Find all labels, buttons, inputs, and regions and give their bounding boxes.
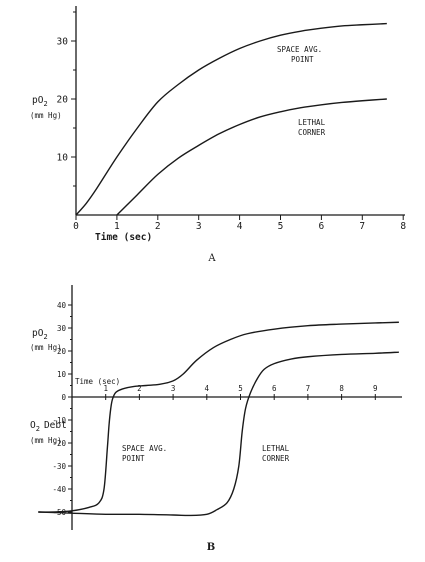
chart-b-ylabel-bottom: O2 Debt (30, 420, 67, 433)
chart-b-x-tick-label: 3 (171, 384, 176, 393)
chart-a-y-ticks: 10 20 30 (57, 11, 76, 187)
chart-a-ylabel-unit: (mm Hg) (30, 111, 62, 120)
chart-b-y-tick-label: 30 (57, 324, 67, 333)
chart-b-x-ticks: 1 2 3 4 5 6 7 8 9 (103, 384, 378, 400)
chart-b-y-tick-label: 0 (61, 393, 66, 402)
chart-a-series-label-lethal-2: CORNER (298, 128, 326, 137)
chart-a-series-label-space-1: SPACE AVG. (277, 45, 322, 54)
chart-a-ylabel-sub: 2 (43, 100, 47, 108)
chart-b-ylabel-top: pO2 (32, 328, 48, 341)
chart-b-ylabel-top-unit: (mm Hg) (30, 343, 62, 352)
chart-b-y-tick-label: 20 (57, 347, 67, 356)
chart-b-y-tick-label: 10 (57, 370, 67, 379)
panel-label-a: A (207, 253, 216, 264)
chart-a-x-tick-label: 3 (196, 221, 202, 232)
chart-a-ylabel: pO2 (32, 95, 48, 108)
chart-a-series (75, 22, 387, 216)
chart-b-series-label-lethal-2: CORNER (262, 454, 290, 463)
chart-b-x-tick-label: 6 (272, 384, 277, 393)
chart-a-ylabel-main: pO (32, 95, 44, 106)
panel-label-b: B (207, 542, 215, 553)
chart-b-series-label-space-2: POINT (122, 454, 145, 463)
chart-b-y-tick-label: 40 (57, 301, 67, 310)
chart-a-x-tick-label: 2 (155, 221, 161, 232)
chart-b-y-tick-label: -10 (52, 416, 66, 425)
chart-b-ylabel-top-main: pO (32, 328, 44, 339)
chart-b-ylabel-bottom-unit: (mm Hg) (30, 436, 62, 445)
chart-b-x-tick-label: 9 (373, 384, 378, 393)
chart-a-series-label-lethal-1: LETHAL (298, 118, 326, 127)
chart-b-x-tick-label: 1 (103, 384, 108, 393)
chart-b-curve-space-avg-point (38, 321, 399, 513)
chart-a-x-ticks: 0 1 2 3 4 5 6 7 8 (73, 215, 406, 232)
chart-b-series (38, 321, 399, 517)
chart-b-series-label-lethal-1: LETHAL (262, 444, 290, 453)
chart-a-series-label-space-2: POINT (291, 55, 314, 64)
chart-a-x-tick-label: 6 (319, 221, 325, 232)
chart-b-xlabel: Time (sec) (75, 377, 120, 386)
chart-b-x-tick-label: 2 (137, 384, 142, 393)
chart-b-ylabel-top-sub: 2 (43, 333, 47, 341)
chart-b-ylabel-bottom-main: O (30, 420, 36, 431)
chart-a-x-tick-label: 1 (114, 221, 120, 232)
chart-a-y-tick-label: 10 (57, 153, 69, 164)
chart-b-x-tick-label: 8 (339, 384, 344, 393)
chart-b-ylabel-bottom-word: Debt (44, 420, 67, 431)
chart-a-x-tick-label: 8 (400, 221, 406, 232)
chart-a-y-tick-label: 20 (57, 95, 69, 106)
chart-a-x-tick-label: 0 (73, 221, 79, 232)
chart-a-xlabel: Time (sec) (95, 232, 152, 243)
chart-b-y-tick-label: -20 (52, 439, 66, 448)
chart-a-x-tick-label: 5 (278, 221, 284, 232)
chart-b-x-tick-label: 4 (205, 384, 210, 393)
chart-b-x-tick-label: 5 (238, 384, 243, 393)
chart-a-curve-lethal-corner (116, 98, 387, 216)
chart-b-ylabel-bottom-sub: 2 (36, 425, 40, 433)
chart-b-y-tick-label: -40 (52, 485, 66, 494)
chart-b-series-label-space-1: SPACE AVG. (122, 444, 167, 453)
chart-a-curve-space-avg-point (75, 22, 387, 216)
chart-b-y-tick-label: -30 (52, 462, 66, 471)
chart-a-y-tick-label: 30 (57, 37, 69, 48)
chart-b-x-tick-label: 7 (306, 384, 311, 393)
chart-b-curve-lethal-corner (38, 351, 399, 517)
chart-a-x-tick-label: 4 (237, 221, 243, 232)
chart-a-x-tick-label: 7 (359, 221, 365, 232)
